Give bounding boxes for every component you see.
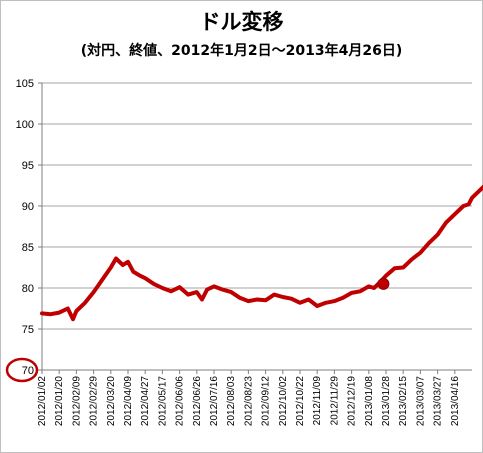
y-tick-label-95: 95 [22,160,34,172]
x-tick-label: 2012/08/03 [226,376,237,426]
x-tick-label: 2012/02/29 [89,376,100,426]
x-tick-label: 2012/01/20 [54,376,65,426]
y-tick-label-80: 80 [22,283,34,295]
x-tick-label: 2012/09/12 [261,376,272,426]
x-tick-label: 2012/02/09 [71,376,82,426]
x-tick-label: 2013/04/16 [450,376,461,426]
y-tick-label-105: 105 [16,78,34,90]
x-tick-label: 2012/11/29 [329,376,340,426]
chart-title: ドル変移 [199,10,284,34]
x-tick-label: 2013/03/07 [415,376,426,426]
series-line-0 [40,184,483,322]
y-tick-label-85: 85 [22,242,34,254]
x-tick-label: 2012/12/19 [347,376,358,426]
y-tick-label-70: 70 [22,365,34,377]
y-tick-label-100: 100 [16,119,34,131]
x-tick-label: 2012/10/02 [278,376,289,426]
y-tick-label-90: 90 [22,201,34,213]
x-tick-label: 2013/01/28 [381,376,392,426]
x-tick-label: 2013/02/15 [398,376,409,426]
chart-subtitle: (対円、終値、2012年1月2日～2013年4月26日) [80,43,403,59]
x-tick-label: 2012/06/06 [175,376,186,426]
x-tick-label: 2012/11/09 [312,376,323,426]
x-tick-label: 2012/04/09 [123,376,134,426]
y-axis: 70 75 80 85 90 95 100 105 [5,78,43,383]
x-tick-label: 2012/07/16 [209,376,220,426]
series-layer [40,184,483,322]
x-tick-label: 2012/10/22 [295,376,306,426]
x-tick-label: 2012/04/27 [140,376,151,426]
x-tick-label: 2012/05/17 [157,376,168,426]
x-tick-label: 2013/03/27 [433,376,444,426]
x-axis: 2012/01/02 2012/01/20 2012/02/09 2012/02/29… [37,369,472,426]
x-tick-label: 2012/08/23 [243,376,254,426]
highlight-marker [377,277,390,290]
x-tick-label: 2012/06/26 [192,376,203,426]
x-tick-label: 2012/01/02 [37,376,48,426]
y-tick-label-75: 75 [22,324,34,336]
x-tick-label: 2012/03/20 [106,376,117,426]
grid-lines [42,82,472,330]
ytick-highlight-circle [5,357,39,383]
x-tick-label: 2013/01/08 [364,376,375,426]
